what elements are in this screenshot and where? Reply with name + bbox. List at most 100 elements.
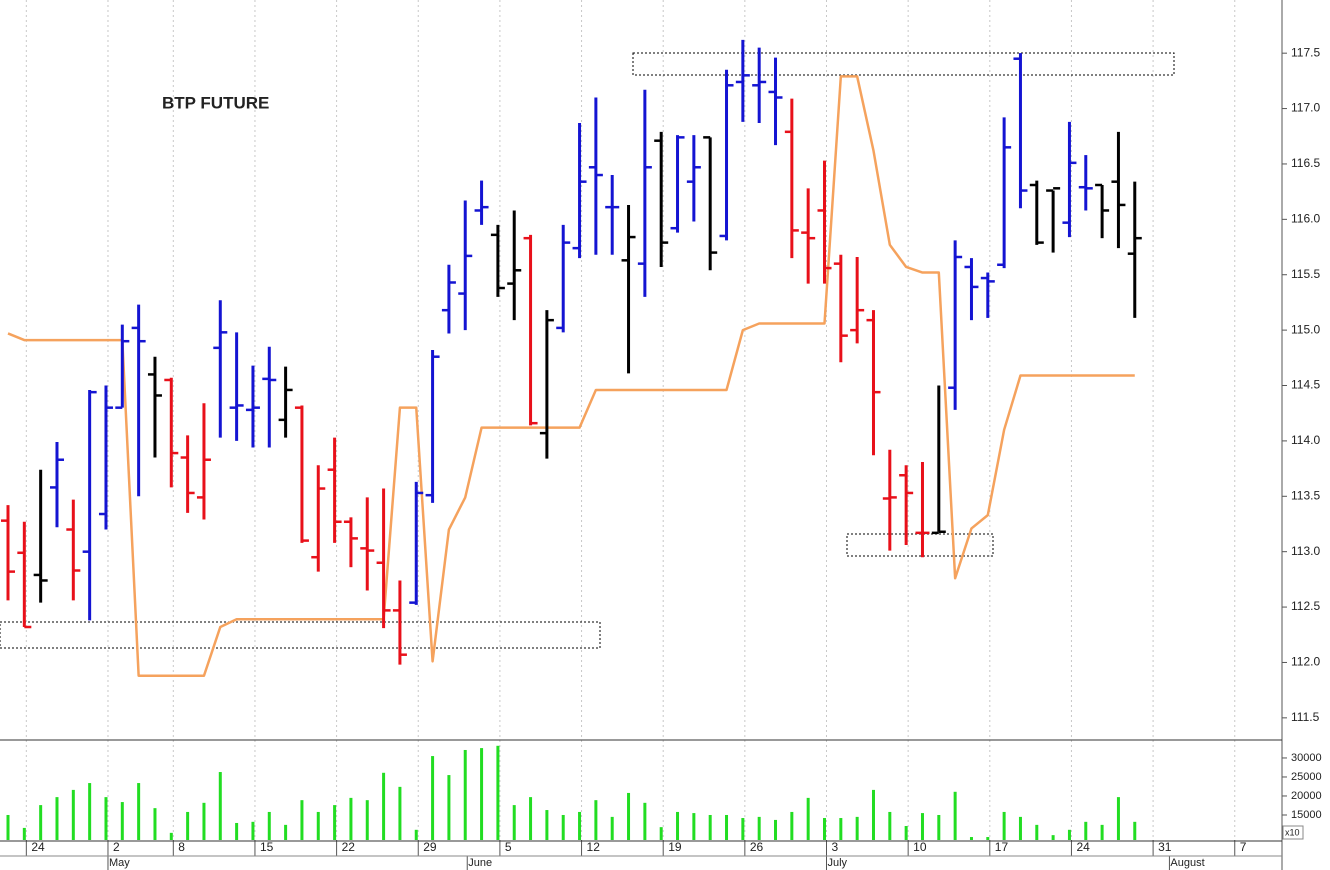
volume-bar — [790, 811, 794, 840]
volume-bar — [1133, 821, 1137, 840]
month-label: July — [828, 857, 848, 869]
volume-bar — [1018, 816, 1022, 840]
volume-multiplier: x10 — [1285, 827, 1300, 837]
volume-bar — [986, 837, 990, 840]
y-tick-label: 115.0 — [1291, 322, 1320, 336]
volume-bar — [120, 802, 124, 840]
volume-bar — [333, 805, 337, 840]
volume-bar — [284, 824, 288, 840]
month-label: June — [468, 857, 492, 869]
x-tick-label: 24 — [31, 840, 45, 854]
volume-bar — [1067, 829, 1071, 840]
x-tick-label: 17 — [995, 840, 1009, 854]
y-tick-label: 117.0 — [1291, 101, 1320, 115]
volume-bar — [267, 811, 271, 840]
y-tick-label: 113.0 — [1291, 544, 1320, 558]
volume-bar — [349, 797, 353, 840]
volume-bar — [137, 783, 141, 840]
y-tick-label: 112.0 — [1291, 655, 1320, 669]
volume-bar — [88, 783, 92, 840]
volume-bar — [218, 772, 222, 840]
volume-bar — [447, 775, 451, 840]
volume-bar — [725, 814, 729, 840]
volume-bar — [561, 814, 565, 840]
volume-bar — [774, 819, 778, 840]
y-tick-label: 114.5 — [1291, 378, 1320, 392]
volume-tick-label: 20000 — [1291, 790, 1322, 802]
volume-bar — [55, 797, 59, 840]
volume-bar — [71, 789, 75, 840]
volume-bar — [708, 814, 712, 840]
volume-bar — [692, 813, 696, 840]
volume-bar — [757, 816, 761, 840]
volume-bar — [627, 792, 631, 840]
x-tick-label: 3 — [832, 840, 839, 854]
volume-bar — [643, 802, 647, 840]
month-label: May — [109, 857, 130, 869]
volume-bar — [1002, 811, 1006, 840]
volume-bar — [1035, 824, 1039, 840]
volume-bar — [676, 811, 680, 840]
x-tick-label: 24 — [1076, 840, 1090, 854]
x-tick-label: 19 — [668, 840, 682, 854]
volume-bar — [235, 822, 239, 840]
volume-bar — [888, 811, 892, 840]
x-tick-label: 26 — [750, 840, 764, 854]
volume-bar — [496, 745, 500, 840]
volume-bar — [855, 816, 859, 840]
volume-bar — [839, 818, 843, 840]
x-tick-label: 2 — [113, 840, 120, 854]
volume-bar — [480, 748, 484, 840]
volume-tick-label: 25000 — [1291, 771, 1322, 783]
x-tick-label: 29 — [423, 840, 437, 854]
volume-bar — [953, 791, 957, 840]
volume-bar — [365, 800, 369, 840]
volume-bar — [186, 811, 190, 840]
resistance-box — [632, 52, 1175, 76]
x-tick-label: 22 — [342, 840, 356, 854]
volume-bar — [300, 800, 304, 840]
chart-title: BTP FUTURE — [162, 93, 269, 112]
volume-bar — [414, 829, 418, 840]
volume-bar — [463, 749, 467, 840]
volume-tick-label: 30000 — [1291, 752, 1322, 764]
volume-bar — [741, 818, 745, 840]
volume-bar — [529, 797, 533, 840]
y-tick-label: 115.5 — [1291, 267, 1320, 281]
plot-area: 111.5 112.0 112.5 113.0 113.5 114.0 114.5 115.0… — [1, 39, 1322, 870]
volume-bar — [545, 810, 549, 840]
x-tick-label: 5 — [505, 840, 512, 854]
multiplier-box — [1282, 825, 1304, 840]
grid — [25, 0, 1236, 840]
volume-bar — [969, 837, 973, 840]
y-tick-label: 117.5 — [1291, 45, 1320, 59]
volume-bar — [153, 808, 157, 840]
support-box — [0, 621, 601, 649]
volume-bar — [1084, 821, 1088, 840]
y-tick-label: 113.5 — [1291, 488, 1320, 502]
volume-bar — [316, 811, 320, 840]
volume-bar — [823, 818, 826, 840]
x-tick-label: 8 — [178, 840, 185, 854]
month-label: August — [1170, 857, 1204, 869]
volume-bar — [22, 827, 26, 840]
volume-bar — [904, 826, 908, 840]
y-tick-label: 116.0 — [1291, 212, 1320, 226]
x-tick-label: 31 — [1158, 840, 1172, 854]
volume-bar — [920, 813, 924, 840]
volume-bar — [104, 797, 108, 840]
x-tick-label: 12 — [587, 840, 601, 854]
y-tick-label: 116.5 — [1291, 156, 1320, 170]
y-tick-label: 114.0 — [1291, 433, 1320, 447]
volume-bar — [6, 814, 10, 840]
volume-bar — [39, 805, 43, 840]
x-tick-label: 7 — [1240, 840, 1247, 854]
volume-bar — [169, 832, 173, 840]
volume-bar — [1100, 824, 1104, 840]
volume-bar — [202, 802, 206, 840]
volume-bar — [512, 805, 516, 840]
volume-bar — [398, 786, 402, 840]
volume-bar — [1116, 797, 1120, 840]
volume-bar — [578, 811, 582, 840]
